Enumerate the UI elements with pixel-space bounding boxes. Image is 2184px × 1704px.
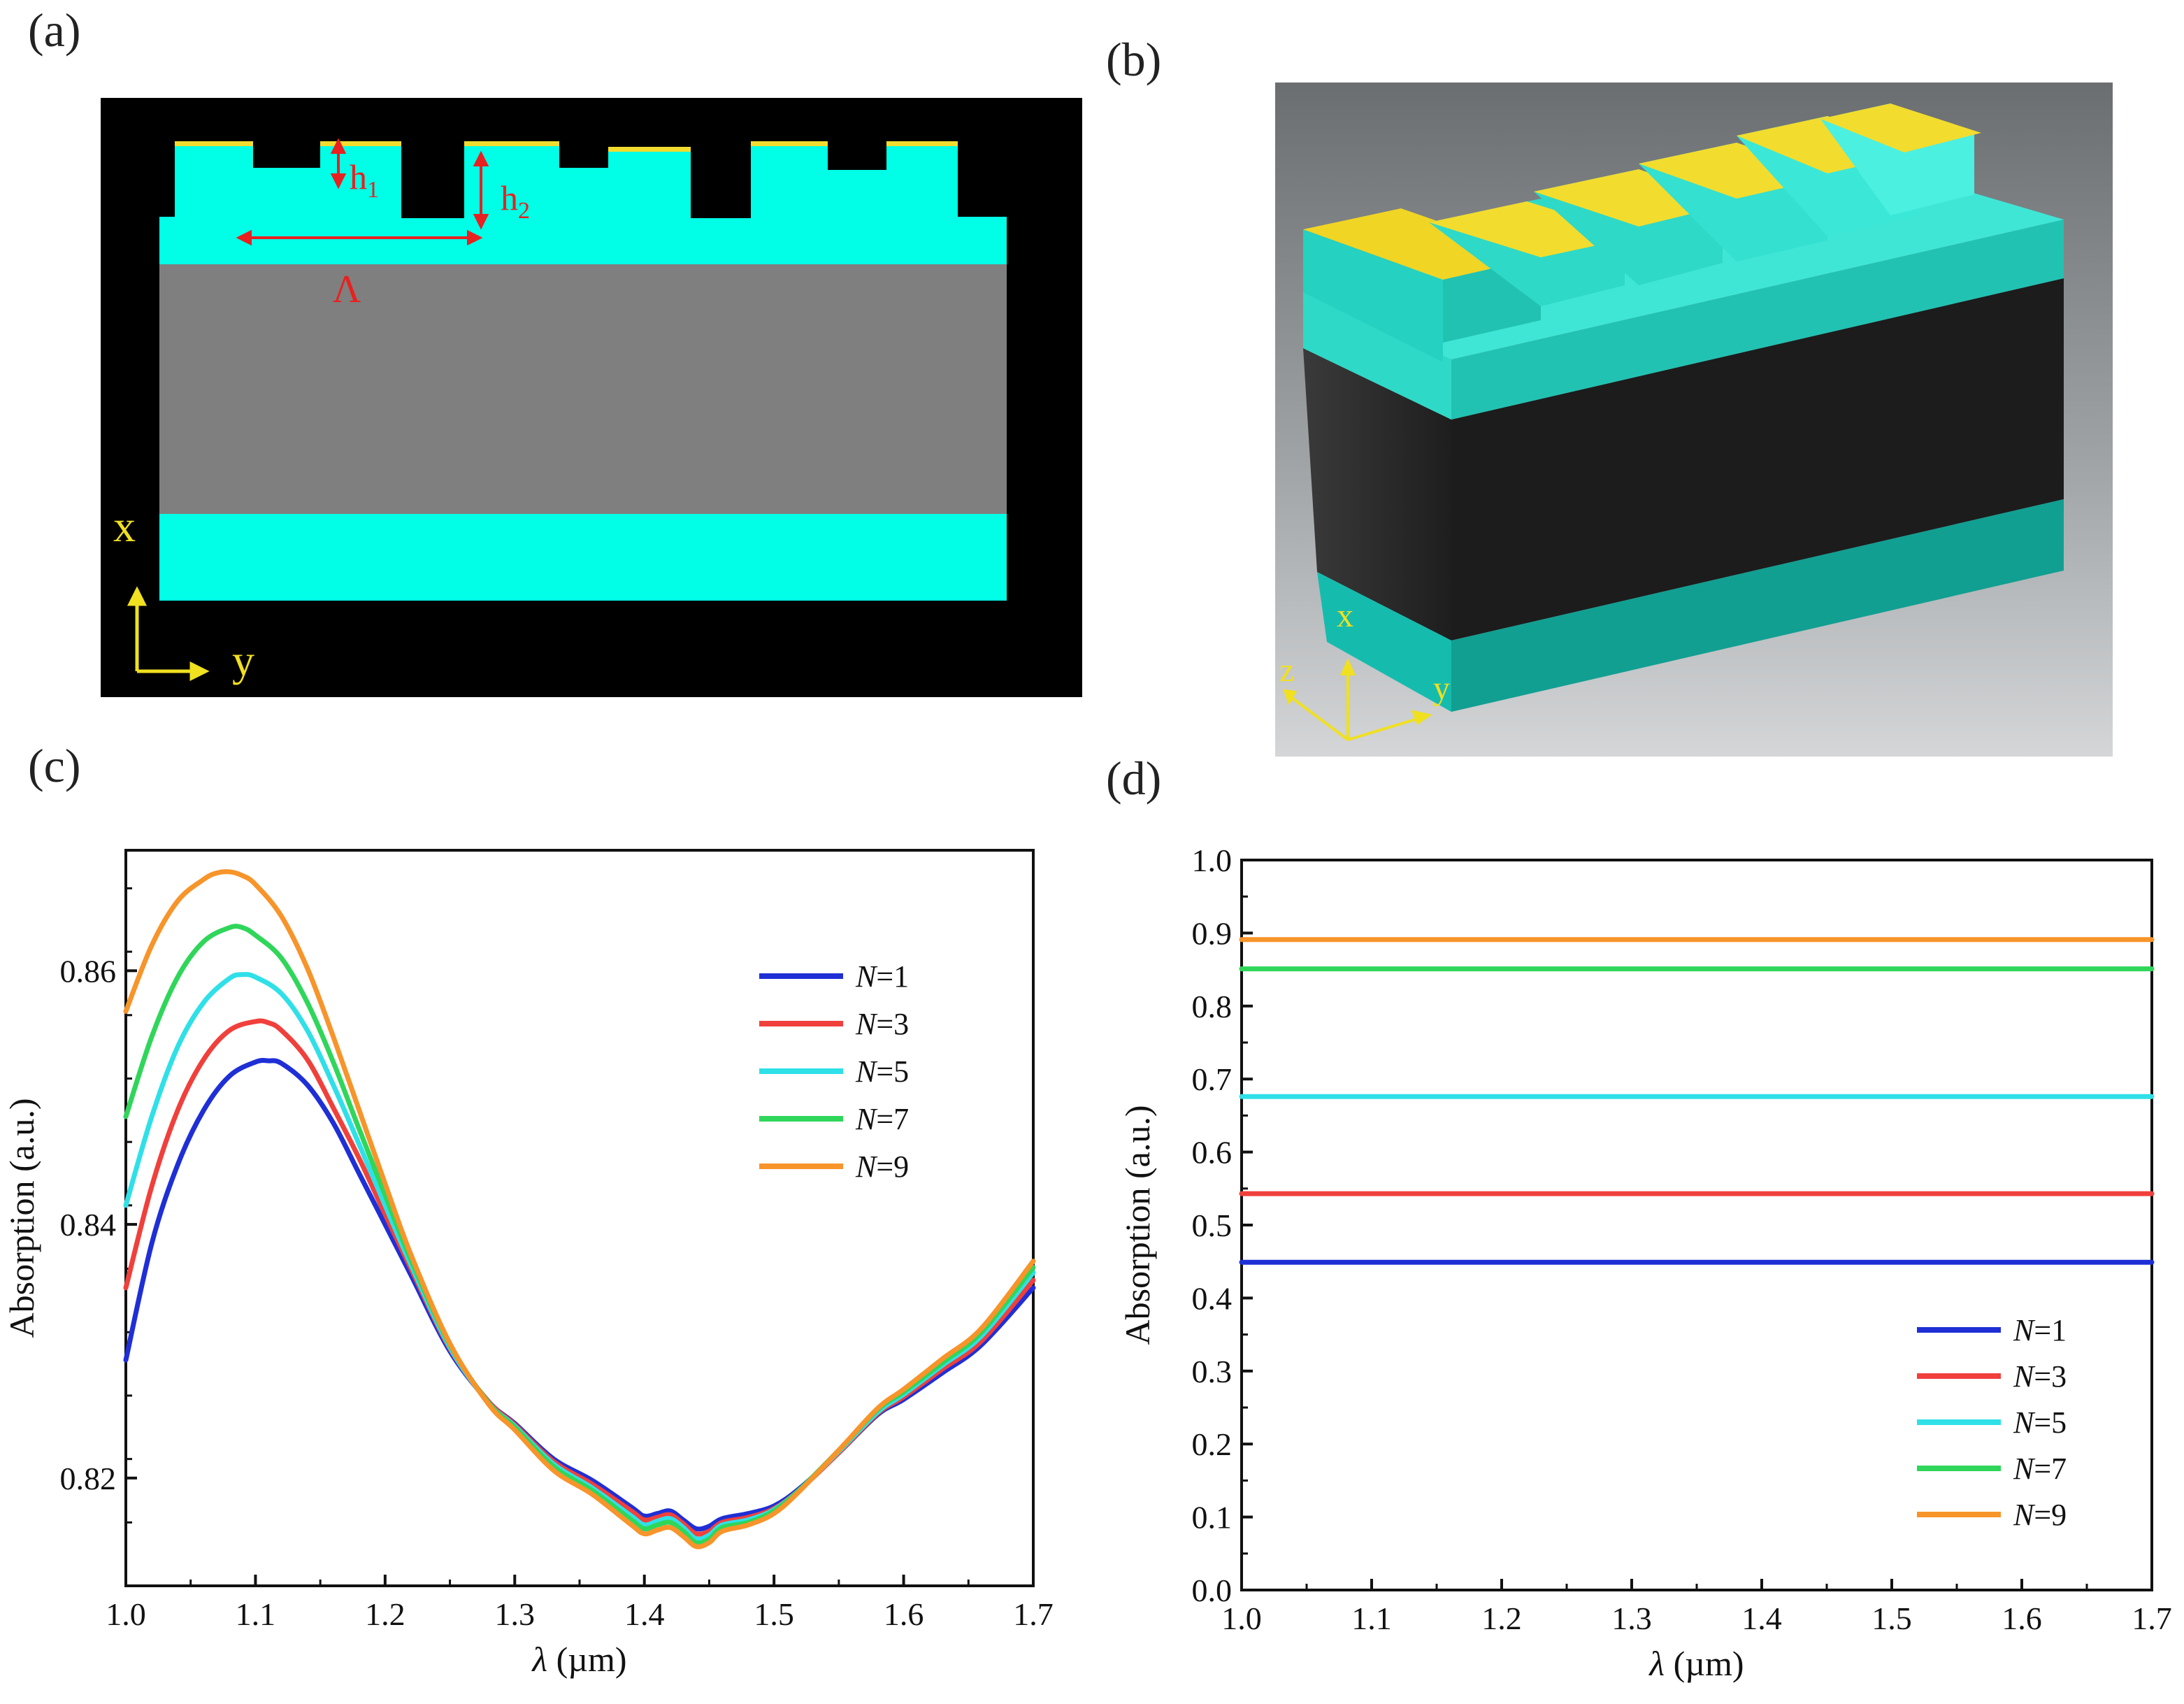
- x-tick-label-c: 1.4: [624, 1596, 665, 1632]
- b-y-axis-label: y: [1433, 670, 1450, 707]
- x-tick-label-c: 1.7: [1013, 1596, 1054, 1632]
- bottom-cladding-layer: [159, 514, 1007, 601]
- x-tick-label-d: 1.5: [1872, 1601, 1912, 1636]
- bottom-layer-front: [1451, 499, 2064, 712]
- y-tick-label-c: 0.82: [60, 1461, 117, 1496]
- y-tick-label-d: 1.0: [1192, 843, 1233, 878]
- panel-label-b: (b): [1106, 33, 1162, 86]
- h1-arrow: [330, 138, 347, 189]
- y-tick-label-d: 0.1: [1192, 1500, 1233, 1535]
- series-group-d: [1239, 937, 2155, 1265]
- x-tick-label-d: 1.0: [1221, 1601, 1262, 1636]
- x-tick-label-c: 1.2: [365, 1596, 405, 1632]
- period-label: Λ: [333, 268, 361, 311]
- panel-label-d: (d): [1106, 752, 1162, 805]
- y-tick-label-d: 0.2: [1192, 1426, 1233, 1462]
- x-tick-label-d: 1.7: [2132, 1601, 2172, 1636]
- a-x-axis-label: x: [113, 501, 136, 551]
- y-tick-label-d: 0.6: [1192, 1135, 1233, 1170]
- b-z-axis-label: z: [1279, 652, 1294, 689]
- x-axis-title-d: λ (µm): [1648, 1644, 1744, 1683]
- panel-label-a: (a): [28, 3, 81, 57]
- chart-c: 1.0 1.1 1.2 1.3 1.4 1.5 1.6 1.7 0.82 0.84 0.86 λ (µ…: [2, 849, 1054, 1679]
- y-tick-label-d: 0.0: [1192, 1573, 1233, 1608]
- period-arrow: [236, 229, 483, 246]
- legend-label-d-N9: N=9: [2013, 1498, 2067, 1532]
- x-tick-label-c: 1.3: [495, 1596, 536, 1632]
- x-tick-label-c: 1.6: [884, 1596, 924, 1632]
- b-axis-arrows: [1282, 658, 1432, 741]
- x-tick-label-c: 1.0: [106, 1596, 146, 1632]
- y-tick-label-d: 0.5: [1192, 1208, 1233, 1243]
- plot-frame-c: [124, 849, 1035, 1587]
- legend-label-c-N5: N=5: [855, 1054, 909, 1089]
- legend-label-d-N5: N=5: [2013, 1405, 2067, 1440]
- y-tick-label-c: 0.86: [60, 953, 117, 989]
- x-tick-label-d: 1.6: [2002, 1601, 2042, 1636]
- b-x-axis-label: x: [1337, 597, 1353, 634]
- series-line-c-N9: [123, 869, 1036, 1549]
- x-tick-label-d: 1.4: [1741, 1601, 1782, 1636]
- a-axis-arrows: [127, 586, 210, 682]
- panel-label-c: (c): [28, 739, 81, 792]
- legend-label-c-N1: N=1: [855, 959, 909, 994]
- core-layer: [159, 264, 1007, 514]
- y-axis-title-c: Absorption (a.u.): [2, 1098, 41, 1338]
- a-y-axis-label: y: [232, 636, 254, 685]
- grating-ridges: [1303, 103, 1981, 362]
- gold-strips: [175, 141, 958, 152]
- x-axis-title-c: λ (µm): [531, 1640, 626, 1679]
- h2-label: h2: [501, 178, 530, 224]
- top-layer-front: [1451, 220, 2064, 420]
- legend-label-c-N3: N=3: [855, 1007, 909, 1041]
- legend-label-c-N9: N=9: [855, 1150, 909, 1184]
- h2-arrow: [473, 150, 489, 230]
- chart-d: 1.0 1.1 1.2 1.3 1.4 1.5 1.6 1.7 0.0 0.1 0.2 0.3 0.4 0…: [1118, 843, 2172, 1683]
- x-tick-label-d: 1.2: [1481, 1601, 1522, 1636]
- series-group-c: [123, 869, 1036, 1549]
- legend-label-d-N1: N=1: [2013, 1313, 2067, 1347]
- x-tick-label-d: 1.3: [1611, 1601, 1652, 1636]
- panel-a-cross-section: h1 h2 Λ x y: [101, 98, 1082, 697]
- y-tick-label-d: 0.9: [1192, 915, 1233, 951]
- y-tick-label-c: 0.84: [60, 1207, 117, 1243]
- panel-b-3d-view: x y z: [1275, 83, 2113, 757]
- core-side-face: [1303, 348, 1451, 640]
- legend-label-c-N7: N=7: [855, 1102, 909, 1136]
- legend-label-d-N7: N=7: [2013, 1452, 2067, 1486]
- x-tick-label-d: 1.1: [1351, 1601, 1392, 1636]
- core-front-face: [1451, 278, 2064, 640]
- grating-layer: [159, 145, 1007, 264]
- top-layer-side: [1303, 292, 1451, 420]
- legend-label-d-N3: N=3: [2013, 1359, 2067, 1394]
- x-tick-label-c: 1.5: [754, 1596, 794, 1632]
- y-tick-label-d: 0.7: [1192, 1061, 1233, 1097]
- x-tick-label-c: 1.1: [236, 1596, 276, 1632]
- h1-label: h1: [350, 157, 379, 203]
- bottom-layer-side: [1317, 572, 1451, 712]
- y-tick-label-d: 0.3: [1192, 1354, 1233, 1389]
- y-axis-title-d: Absorption (a.u.): [1118, 1105, 1157, 1345]
- y-tick-label-d: 0.4: [1192, 1280, 1233, 1316]
- y-tick-label-d: 0.8: [1192, 989, 1233, 1024]
